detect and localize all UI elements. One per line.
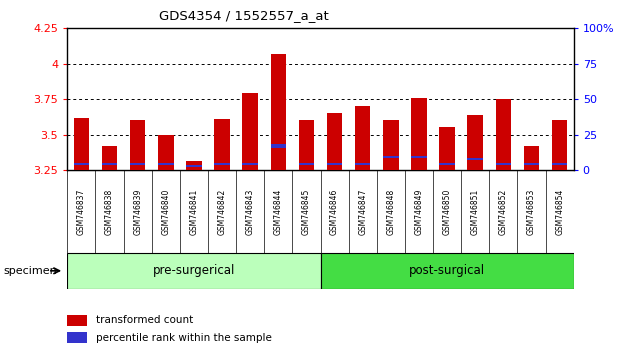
FancyBboxPatch shape <box>67 253 320 289</box>
Text: pre-surgerical: pre-surgerical <box>153 264 235 277</box>
Bar <box>327 163 342 165</box>
Bar <box>271 54 286 170</box>
Text: transformed count: transformed count <box>96 315 193 325</box>
Text: GSM746847: GSM746847 <box>358 188 367 235</box>
Bar <box>467 115 483 170</box>
Bar <box>299 120 314 170</box>
Bar <box>383 156 399 158</box>
Bar <box>102 163 117 165</box>
Text: GSM746845: GSM746845 <box>302 188 311 235</box>
Bar <box>74 118 89 170</box>
Bar <box>412 98 427 170</box>
Text: GSM746839: GSM746839 <box>133 188 142 235</box>
Bar <box>214 119 229 170</box>
Bar <box>130 120 146 170</box>
Bar <box>552 120 567 170</box>
Bar <box>355 163 370 165</box>
Text: GSM746841: GSM746841 <box>189 188 199 235</box>
Bar <box>439 127 455 170</box>
Text: GSM746854: GSM746854 <box>555 188 564 235</box>
Text: GSM746837: GSM746837 <box>77 188 86 235</box>
Text: GSM746838: GSM746838 <box>105 188 114 235</box>
Bar <box>130 163 146 165</box>
Bar <box>467 158 483 160</box>
Text: GSM746843: GSM746843 <box>246 188 254 235</box>
Text: GSM746846: GSM746846 <box>330 188 339 235</box>
Bar <box>524 146 539 170</box>
Text: GSM746840: GSM746840 <box>162 188 171 235</box>
Bar <box>355 106 370 170</box>
Text: post-surgical: post-surgical <box>409 264 485 277</box>
Bar <box>524 163 539 165</box>
Text: GSM746851: GSM746851 <box>470 188 479 235</box>
Bar <box>158 135 174 170</box>
Bar <box>67 315 87 326</box>
Text: specimen: specimen <box>3 266 57 276</box>
Bar <box>552 163 567 165</box>
Text: GSM746848: GSM746848 <box>387 188 395 235</box>
Bar <box>186 165 202 167</box>
Bar <box>186 161 202 170</box>
FancyBboxPatch shape <box>320 253 574 289</box>
Bar <box>158 163 174 165</box>
Text: GSM746844: GSM746844 <box>274 188 283 235</box>
Bar <box>74 163 89 165</box>
Bar <box>271 144 286 148</box>
Text: GSM746853: GSM746853 <box>527 188 536 235</box>
Bar <box>439 163 455 165</box>
Bar <box>214 163 229 165</box>
Bar <box>495 163 511 165</box>
Text: GSM746842: GSM746842 <box>217 188 226 235</box>
Bar <box>412 156 427 158</box>
Bar <box>495 99 511 170</box>
Bar <box>299 163 314 165</box>
Bar <box>327 113 342 170</box>
Bar <box>242 93 258 170</box>
Bar <box>383 120 399 170</box>
Bar <box>102 146 117 170</box>
Bar <box>242 163 258 165</box>
Text: GSM746849: GSM746849 <box>415 188 424 235</box>
Text: percentile rank within the sample: percentile rank within the sample <box>96 332 271 343</box>
Text: GDS4354 / 1552557_a_at: GDS4354 / 1552557_a_at <box>159 9 328 22</box>
Bar <box>67 332 87 343</box>
Text: GSM746852: GSM746852 <box>499 188 508 235</box>
Text: GSM746850: GSM746850 <box>442 188 452 235</box>
